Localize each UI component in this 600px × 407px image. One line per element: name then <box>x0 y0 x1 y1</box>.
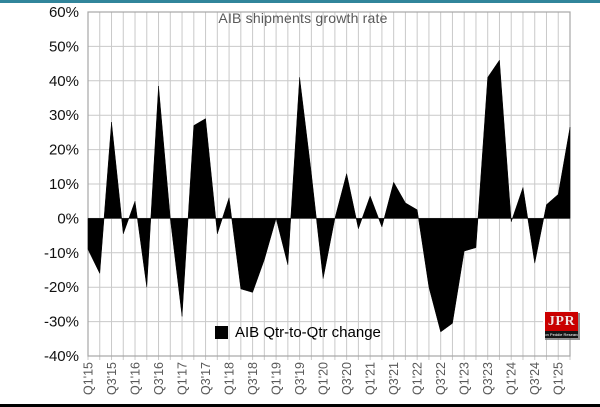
x-tick-label: Q1'21 <box>364 362 378 395</box>
x-tick-label: Q3'21 <box>387 362 401 395</box>
x-tick-label: Q3'23 <box>481 362 495 395</box>
y-tick-label: -30% <box>44 314 79 331</box>
x-tick-label: Q1'25 <box>552 362 566 395</box>
legend: AIB Qtr-to-Qtr change <box>215 324 381 341</box>
x-tick-label: Q1'24 <box>505 362 519 395</box>
y-tick-label: -20% <box>44 279 79 296</box>
y-tick-label: 30% <box>49 107 79 124</box>
x-tick-label: Q1'23 <box>458 362 472 395</box>
top-accent-rule <box>0 0 600 3</box>
y-tick-label: 0% <box>57 210 79 227</box>
x-tick-label: Q3'17 <box>199 362 213 395</box>
legend-label: AIB Qtr-to-Qtr change <box>235 324 381 341</box>
x-tick-label: Q3'24 <box>528 362 542 395</box>
jpr-logo-text: JPR <box>545 312 578 331</box>
x-tick-label: Q1'16 <box>129 362 143 395</box>
x-tick-label: Q1'20 <box>317 362 331 395</box>
legend-swatch-icon <box>215 326 228 339</box>
x-tick-label: Q3'16 <box>152 362 166 395</box>
x-tick-label: Q3'20 <box>340 362 354 395</box>
x-tick-label: Q1'15 <box>82 362 96 395</box>
x-tick-label: Q3'18 <box>246 362 260 395</box>
jpr-logo: JPR Jon Peddie Research <box>543 311 578 338</box>
x-tick-label: Q1'19 <box>270 362 284 395</box>
x-tick-label: Q3'15 <box>105 362 119 395</box>
x-tick-label: Q3'22 <box>434 362 448 395</box>
y-tick-label: 10% <box>49 176 79 193</box>
x-tick-label: Q3'19 <box>293 362 307 395</box>
x-tick-label: Q1'17 <box>176 362 190 395</box>
x-tick-label: Q1'18 <box>223 362 237 395</box>
y-tick-label: 20% <box>49 142 79 159</box>
chart-title: AIB shipments growth rate <box>218 10 388 26</box>
y-tick-label: 40% <box>49 73 79 90</box>
jpr-logo-subtext: Jon Peddie Research <box>545 331 578 338</box>
bottom-rule <box>0 404 600 407</box>
y-tick-label: -10% <box>44 245 79 262</box>
x-tick-label: Q1'22 <box>411 362 425 395</box>
y-tick-label: 60% <box>49 4 79 21</box>
y-tick-label: -40% <box>44 348 79 365</box>
y-tick-label: 50% <box>49 38 79 55</box>
area-series <box>87 59 571 333</box>
